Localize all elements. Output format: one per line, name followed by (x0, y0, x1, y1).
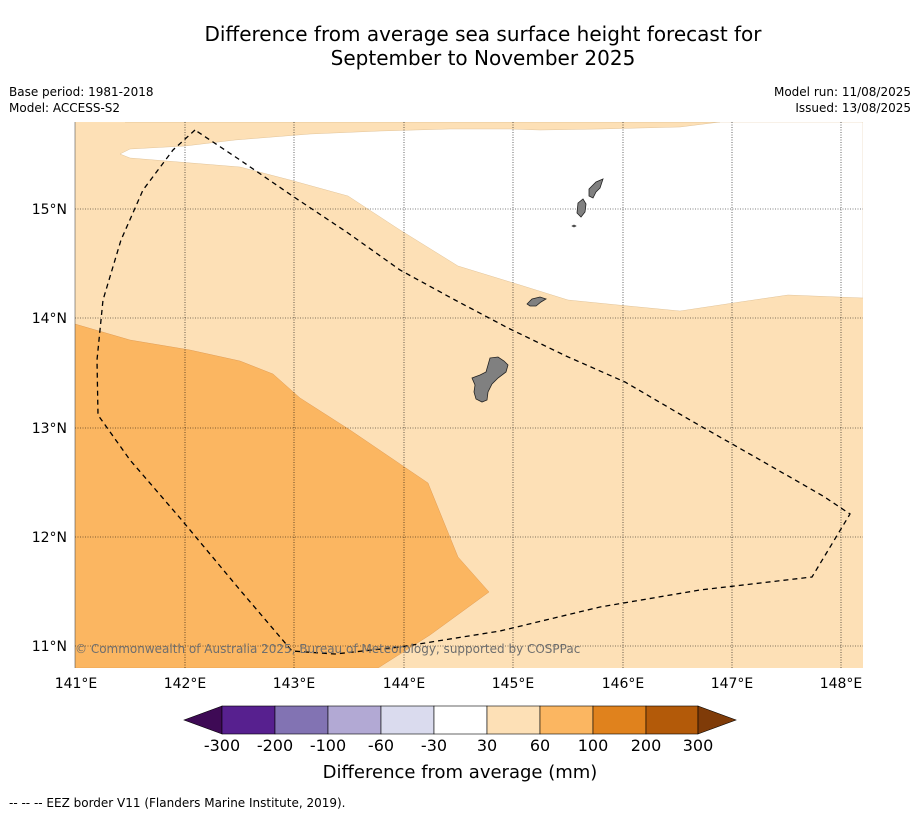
island-tinian (576, 198, 587, 218)
colorbar-swatch (645, 705, 699, 735)
map-area (75, 122, 863, 668)
colorbar-label: 300 (683, 736, 714, 755)
lon-tick-label: 143°E (273, 676, 316, 692)
colorbar-extend-min (183, 705, 223, 735)
colorbar-label: -60 (368, 736, 394, 755)
colorbar-label: 30 (477, 736, 497, 755)
anomaly-band-60-100 (75, 323, 490, 668)
colorbar-swatch (221, 705, 276, 735)
island-rota (526, 296, 547, 307)
issued-date-text: Issued: 13/08/2025 (795, 101, 911, 115)
lat-tick-label: 15°N (32, 202, 67, 218)
colorbar-label: -30 (421, 736, 447, 755)
lat-tick-label: 11°N (32, 639, 67, 655)
colorbar-label: -100 (310, 736, 346, 755)
model-name-text: Model: ACCESS-S2 (9, 101, 121, 115)
colorbar-swatch (433, 705, 488, 735)
lat-tick-label: 12°N (32, 530, 67, 546)
colorbar-label: -200 (257, 736, 293, 755)
gridlines (75, 122, 863, 668)
run-info: Model run: 11/08/2025 Issued: 13/08/2025 (774, 84, 911, 116)
lat-tick-label: 13°N (32, 421, 67, 437)
lon-tick-label: 141°E (55, 676, 98, 692)
colorbar: -300 -200 -100 -60 -30 30 60 100 200 300… (183, 705, 737, 783)
chart-title: Difference from average sea surface heig… (0, 22, 919, 70)
title-line-2: September to November 2025 (330, 46, 636, 70)
copyright-text: © Commonwealth of Australia 2025, Bureau… (75, 642, 580, 656)
colorbar-swatch (592, 705, 647, 735)
island-guam (471, 356, 509, 403)
colorbar-title: Difference from average (mm) (323, 762, 598, 783)
lon-tick-label: 144°E (383, 676, 426, 692)
colorbar-label: 200 (631, 736, 662, 755)
lat-tick-label: 14°N (32, 311, 67, 327)
colorbar-label: 60 (530, 736, 550, 755)
eez-border (96, 129, 851, 655)
lon-tick-label: 148°E (820, 676, 863, 692)
lon-tick-label: 145°E (492, 676, 535, 692)
colorbar-label: 100 (578, 736, 609, 755)
colorbar-swatch (539, 705, 594, 735)
colorbar-labels: -300 -200 -100 -60 -30 30 60 100 200 300 (204, 736, 713, 755)
model-run-text: Model run: 11/08/2025 (773, 85, 911, 99)
colorbar-swatch (486, 705, 541, 735)
colorbar-extend-max (697, 705, 737, 735)
lon-tick-label: 146°E (602, 676, 645, 692)
lon-tick-label: 142°E (164, 676, 207, 692)
eez-footnote: -- -- -- EEZ border V11 (Flanders Marine… (9, 796, 346, 810)
colorbar-swatch (380, 705, 435, 735)
islands (471, 178, 604, 403)
model-info: Base period: 1981-2018 Model: ACCESS-S2 (9, 84, 154, 116)
colorbar-label: -300 (204, 736, 240, 755)
colorbar-swatch (327, 705, 382, 735)
longitude-tick-labels: 141°E 142°E 143°E 144°E 145°E 146°E 147°… (55, 676, 863, 692)
lon-tick-label: 147°E (711, 676, 754, 692)
title-line-1: Difference from average sea surface heig… (204, 22, 762, 46)
island-saipan (588, 178, 604, 199)
colorbar-swatch (274, 705, 329, 735)
island-aguijan (571, 224, 577, 228)
base-period-text: Base period: 1981-2018 (9, 85, 154, 99)
latitude-tick-labels: 15°N 14°N 13°N 12°N 11°N (32, 202, 67, 655)
